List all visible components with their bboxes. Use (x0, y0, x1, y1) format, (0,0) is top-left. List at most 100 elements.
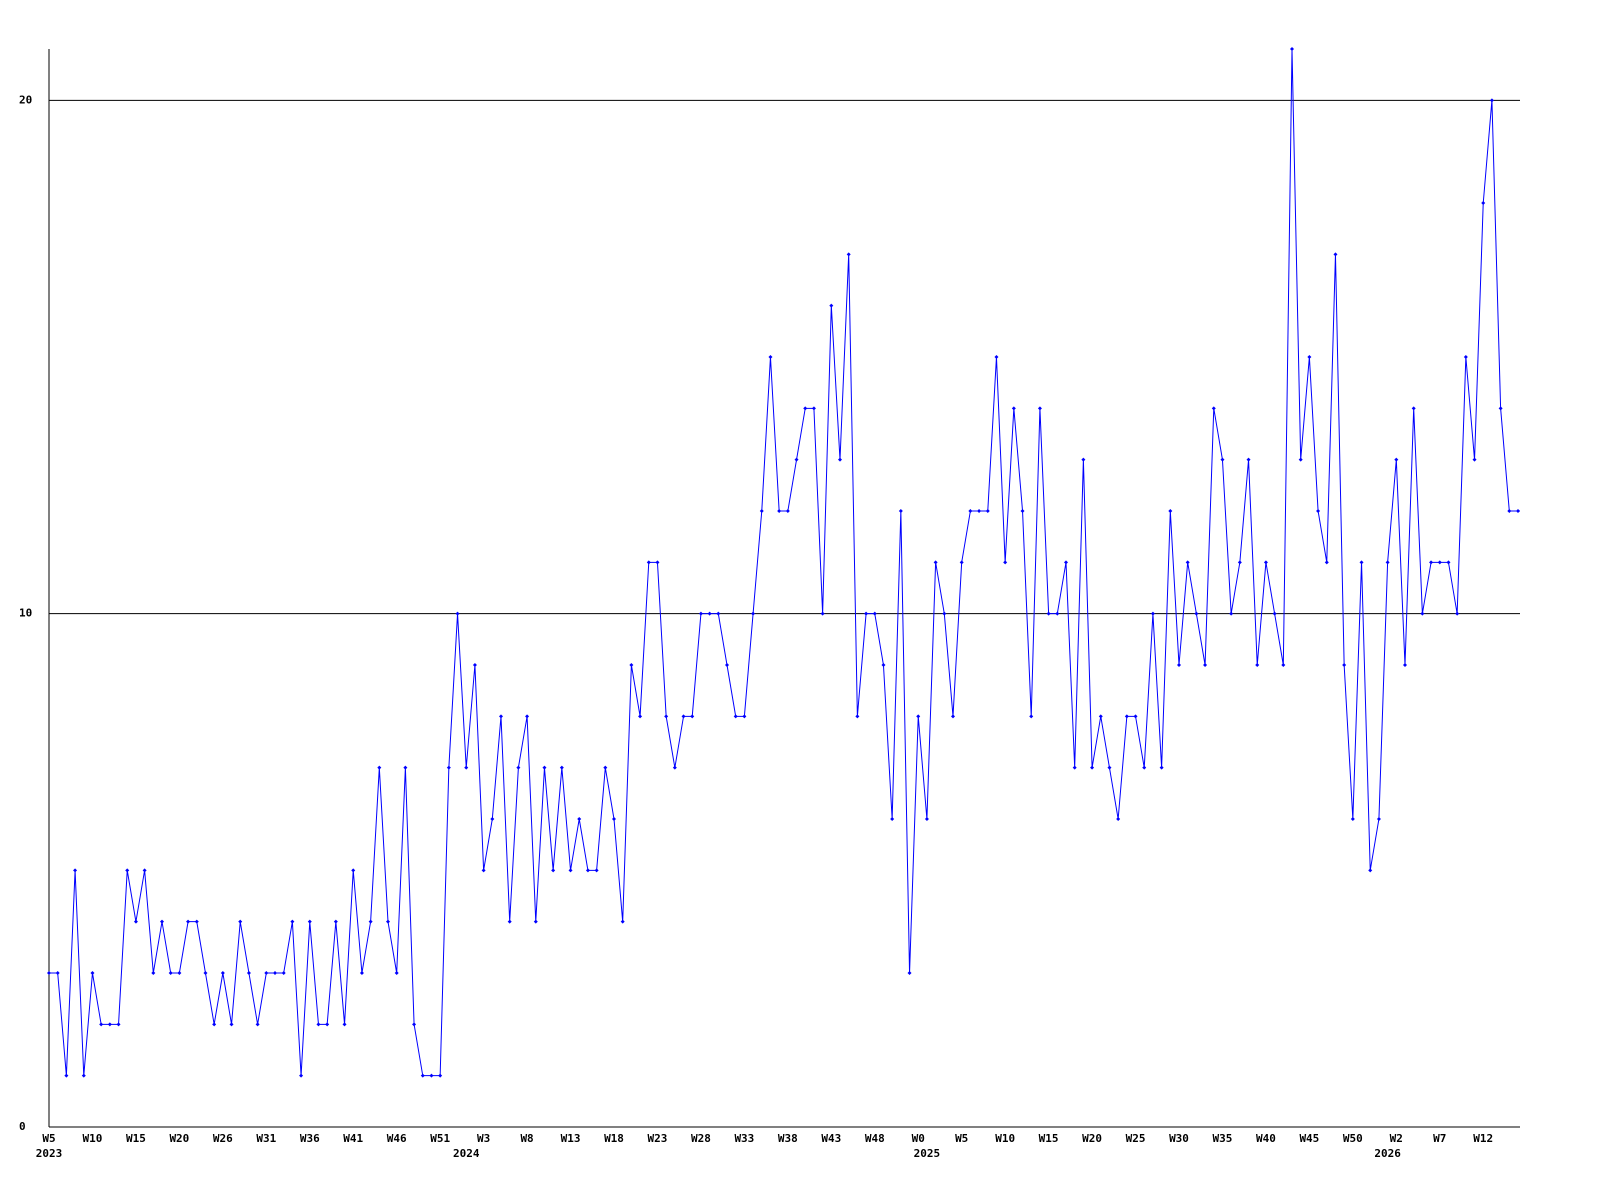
data-point (690, 714, 695, 719)
data-point (464, 765, 469, 770)
data-point (386, 919, 390, 924)
x-tick-label: W38 (778, 1132, 798, 1145)
data-point (620, 919, 625, 924)
data-point (977, 509, 982, 513)
data-point (803, 406, 808, 411)
x-tick-label: W20 (1082, 1132, 1102, 1145)
data-point (994, 355, 999, 359)
data-point (898, 509, 903, 513)
data-point (1333, 252, 1338, 257)
x-tick-label: W51 (430, 1132, 450, 1145)
data-point (238, 919, 243, 924)
data-point (133, 919, 138, 924)
data-point (603, 765, 608, 770)
y-tick-label: 20 (19, 93, 32, 106)
data-point (707, 611, 712, 616)
data-point (212, 1022, 217, 1027)
data-point (507, 919, 512, 924)
data-point (420, 1073, 425, 1078)
x-tick-label: W46 (387, 1132, 407, 1145)
data-point (829, 303, 834, 308)
data-point (820, 611, 825, 616)
x-tick-label: W5 (955, 1132, 968, 1145)
data-point (186, 919, 191, 924)
data-point (1385, 560, 1390, 565)
data-point (1211, 406, 1216, 411)
data-point (203, 971, 208, 975)
data-point (1003, 560, 1008, 565)
data-point (638, 714, 643, 719)
data-point (403, 765, 408, 770)
x-tick-label: W15 (1039, 1132, 1059, 1145)
x-tick-label: W10 (83, 1132, 103, 1145)
data-point (1037, 406, 1042, 411)
data-point (594, 868, 599, 873)
data-point (777, 509, 782, 513)
data-point (794, 457, 799, 462)
data-point (1098, 714, 1103, 719)
x-tick-label: W3 (477, 1132, 490, 1145)
data-point (672, 765, 677, 770)
data-point (1203, 663, 1208, 667)
data-point (1420, 611, 1425, 616)
x-tick-label: W31 (256, 1132, 276, 1145)
data-point (290, 919, 295, 924)
x-year-label: 2023 (36, 1147, 63, 1160)
data-point (359, 971, 364, 975)
data-point (1307, 355, 1312, 359)
data-point (481, 868, 486, 873)
data-point (1229, 611, 1234, 616)
data-point (446, 765, 451, 770)
data-point (73, 868, 78, 873)
data-point (1316, 509, 1321, 513)
x-tick-label: W25 (1126, 1132, 1146, 1145)
data-point (273, 971, 277, 975)
data-point (864, 611, 869, 616)
x-tick-label: W41 (343, 1132, 363, 1145)
data-point (577, 817, 582, 821)
data-point (881, 663, 886, 667)
data-point (429, 1073, 434, 1078)
data-point (490, 817, 495, 821)
x-tick-label: W15 (126, 1132, 146, 1145)
data-point (1403, 663, 1407, 667)
data-point (1507, 509, 1512, 513)
data-point (455, 611, 460, 616)
data-point (785, 509, 790, 513)
x-tick-label: W50 (1343, 1132, 1363, 1145)
data-point (942, 611, 947, 616)
data-point (90, 971, 95, 975)
data-point (559, 765, 564, 770)
data-point (1255, 663, 1260, 667)
data-point (1177, 663, 1181, 667)
data-point (951, 714, 955, 719)
data-point (542, 765, 547, 770)
data-point (855, 714, 860, 719)
x-year-label: 2025 (914, 1147, 941, 1160)
x-tick-label: W28 (691, 1132, 711, 1145)
data-point (1029, 714, 1034, 719)
x-tick-label: W12 (1473, 1132, 1493, 1145)
data-point (716, 611, 721, 616)
data-point (959, 560, 964, 565)
data-point (1237, 560, 1242, 565)
x-year-label: 2024 (453, 1147, 480, 1160)
data-point (525, 714, 530, 719)
data-point (1481, 201, 1486, 205)
x-tick-label: W35 (1213, 1132, 1233, 1145)
data-point (1489, 98, 1494, 103)
data-point (924, 817, 929, 821)
data-point (1516, 509, 1520, 513)
data-point (1368, 868, 1373, 873)
data-point (1394, 457, 1399, 462)
data-point (1124, 714, 1129, 719)
data-point (1472, 457, 1477, 462)
data-point (81, 1073, 86, 1078)
data-point (698, 611, 703, 616)
data-point (472, 663, 477, 667)
data-point (846, 252, 851, 257)
data-point (333, 919, 338, 924)
data-point (916, 714, 921, 719)
data-point (64, 1073, 69, 1078)
